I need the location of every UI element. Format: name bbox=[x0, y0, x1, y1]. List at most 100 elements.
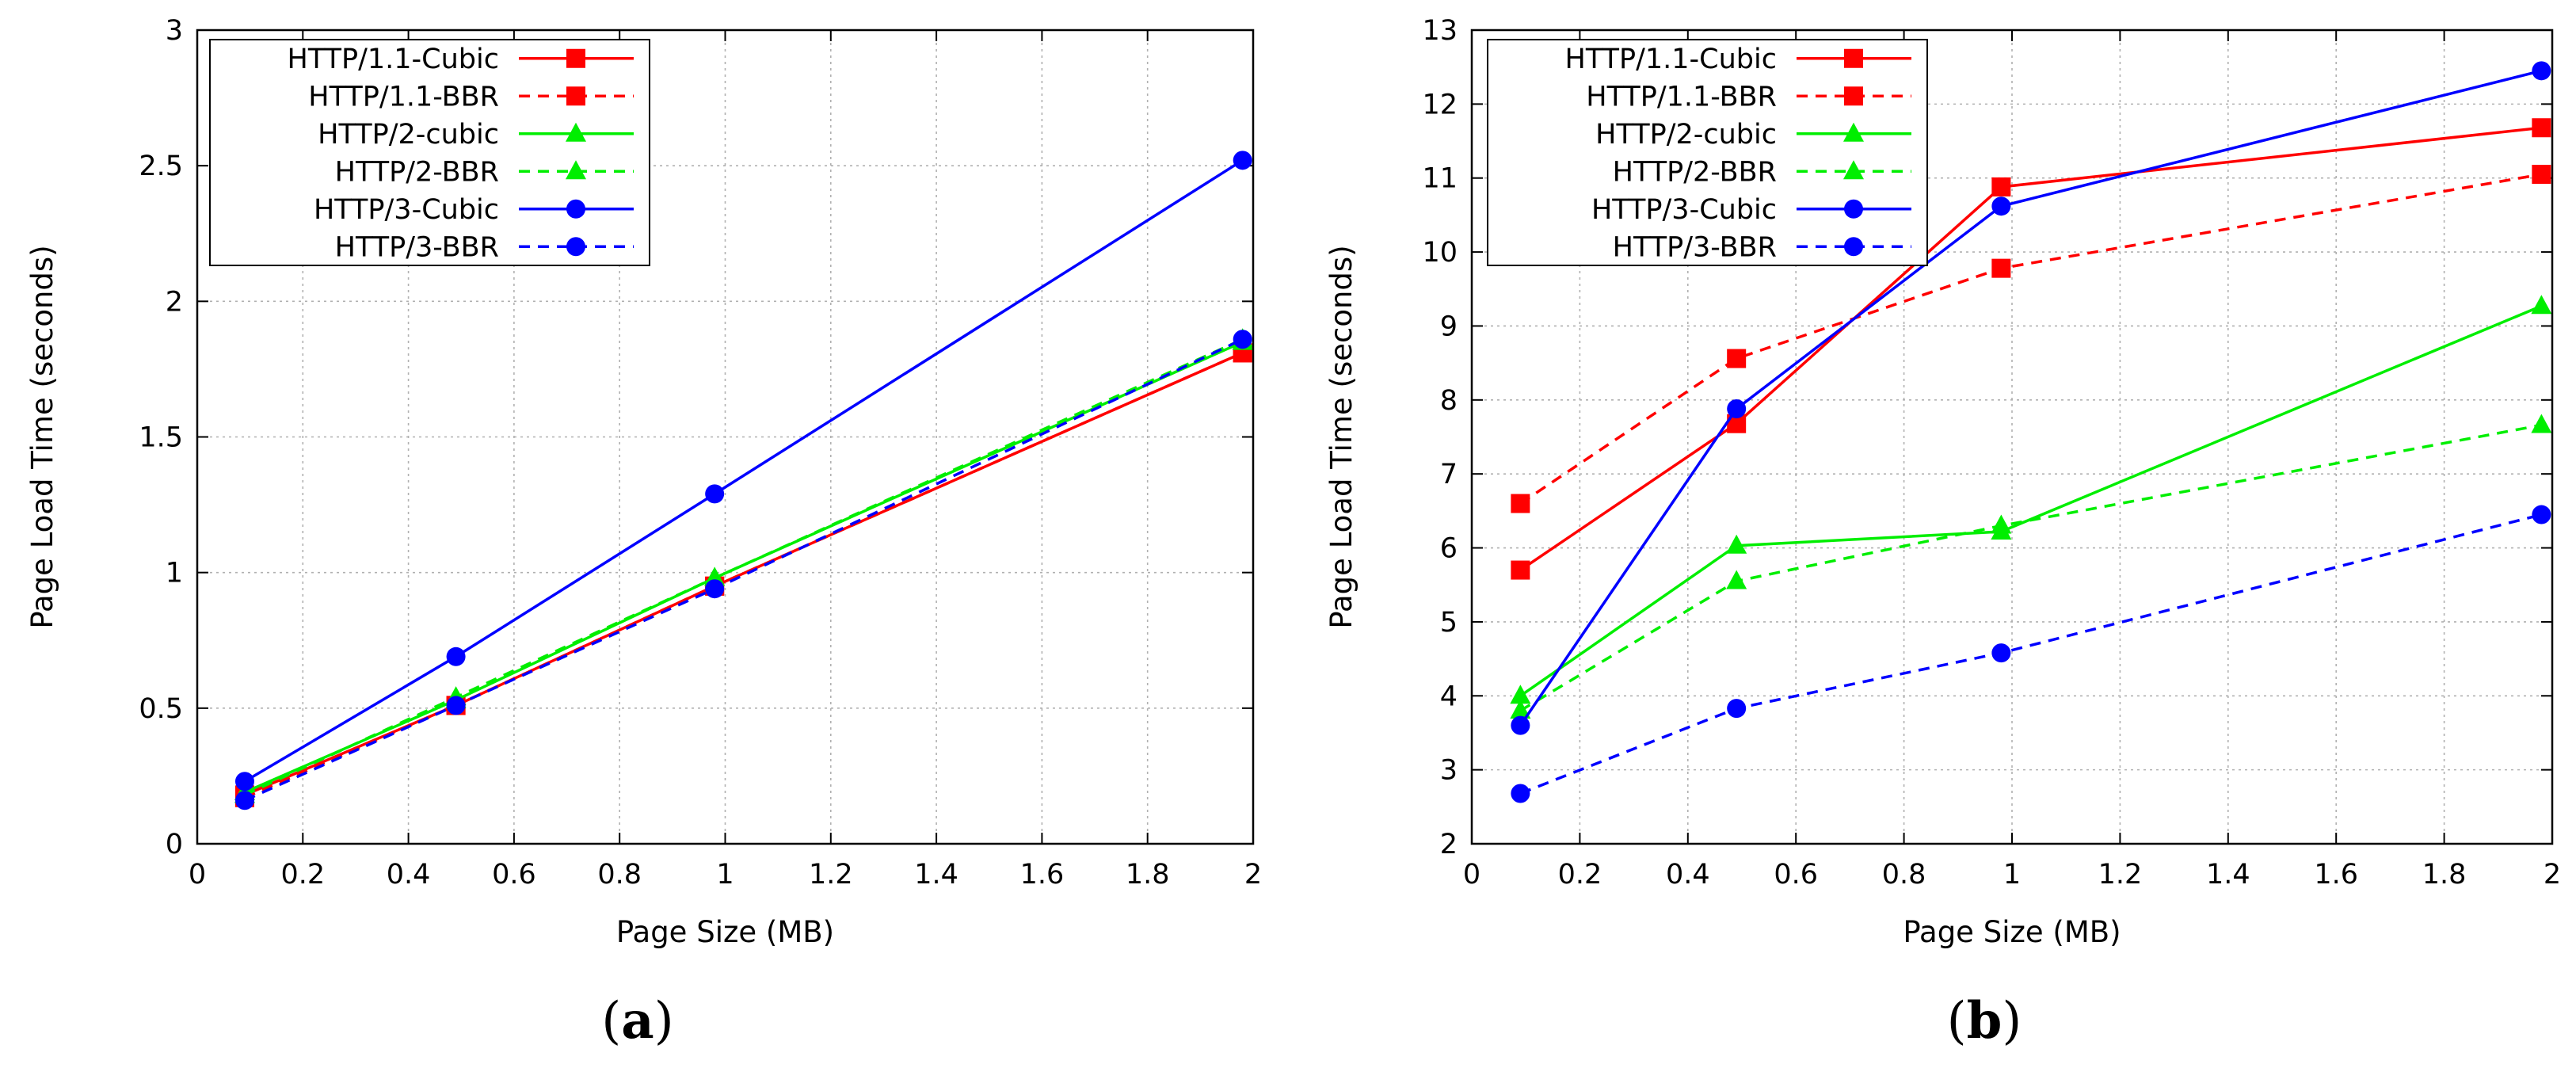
x-tick-label: 1.2 bbox=[2098, 859, 2143, 891]
x-tick-label: 0.4 bbox=[387, 859, 431, 891]
chart-a: 0 0.2 0.4 0.6 0.8 1 1.2 1.4 1.6 1.8 2 0 0.5 1 1.5 2 2.5 3… bbox=[25, 15, 1262, 1051]
series-line-http-3-cubic bbox=[244, 158, 1244, 783]
x-tick-label: 1.6 bbox=[2314, 859, 2358, 891]
plot-frame bbox=[196, 29, 1255, 845]
legend: HTTP/1.1-Cubic HTTP/1.1-BBR HTTP/2-cubic HT… bbox=[209, 39, 650, 266]
data-point-http-3-cubic bbox=[1233, 151, 1252, 170]
data-point-http-3-bbr bbox=[1727, 699, 1747, 719]
legend-label-http-1-1-cubic: HTTP/1.1-Cubic bbox=[1565, 44, 1777, 75]
data-point-http-3-bbr bbox=[705, 579, 725, 599]
series-line-http-3-cubic bbox=[1519, 69, 2542, 727]
x-tick-label: 1.4 bbox=[914, 859, 958, 891]
series-line-http-1-1-cubic bbox=[1519, 126, 2542, 572]
x-axis-label: Page Size (MB) bbox=[616, 915, 834, 949]
data-point-http-3-cubic bbox=[705, 484, 725, 504]
caption-letter: a bbox=[621, 991, 654, 1051]
data-point-http-1-1-bbr bbox=[1991, 258, 2011, 278]
legend-marker-http-3-cubic bbox=[566, 199, 585, 219]
series-line-http-2-bbr bbox=[1519, 423, 2542, 712]
y-tick-label: 8 bbox=[1440, 385, 1458, 417]
x-tick-label: 0 bbox=[1463, 859, 1480, 891]
data-point-http-3-bbr bbox=[1511, 784, 1530, 803]
x-tick-label: 0.8 bbox=[597, 859, 642, 891]
data-point-http-1-1-bbr bbox=[1727, 349, 1747, 368]
data-point-http-3-cubic bbox=[1991, 196, 2011, 216]
plot-frame bbox=[1470, 29, 2554, 845]
legend-marker-http-2-cubic bbox=[566, 122, 586, 142]
y-tick-label: 2 bbox=[166, 286, 183, 318]
legend-label-http-3-bbr: HTTP/3-BBR bbox=[1613, 231, 1777, 263]
data-point-http-1-1-cubic bbox=[2532, 118, 2551, 138]
legend-label-http-2-cubic: HTTP/2-cubic bbox=[318, 119, 499, 151]
series-line-http-2-bbr bbox=[244, 338, 1244, 796]
legend-marker-http-2-bbr bbox=[566, 160, 586, 180]
caption: (b) bbox=[1947, 991, 2022, 1051]
data-point-http-1-1-cubic bbox=[1991, 177, 2011, 196]
legend-label-http-1-1-cubic: HTTP/1.1-Cubic bbox=[288, 44, 499, 75]
chart-b: 0 0.2 0.4 0.6 0.8 1 1.2 1.4 1.6 1.8 2 2 3 4 5 6 7 8 9 10 11 1… bbox=[1324, 15, 2561, 1051]
legend-label-http-2-cubic: HTTP/2-cubic bbox=[1595, 119, 1777, 151]
legend-marker-http-1-1-bbr bbox=[566, 86, 585, 106]
x-tick-label: 1.2 bbox=[809, 859, 853, 891]
data-point-http-1-1-bbr bbox=[2532, 165, 2551, 185]
y-tick-label: 7 bbox=[1440, 459, 1458, 490]
series-line-http-2-cubic bbox=[1519, 304, 2543, 697]
x-tick-label: 1.4 bbox=[2206, 859, 2250, 891]
x-tick-label: 1.8 bbox=[1126, 859, 1170, 891]
x-tick-label: 0.6 bbox=[1774, 859, 1818, 891]
legend-marker-http-3-cubic bbox=[1844, 199, 1863, 219]
data-point-http-3-bbr bbox=[1233, 330, 1252, 349]
data-point-http-2-cubic bbox=[1510, 685, 1531, 704]
x-tick-label: 1.8 bbox=[2422, 859, 2467, 891]
legend-marker-http-1-1-bbr bbox=[1844, 86, 1863, 106]
y-tick-label: 3 bbox=[166, 15, 183, 47]
x-tick-label: 0.4 bbox=[1666, 859, 1710, 891]
data-point-http-3-cubic bbox=[1727, 399, 1747, 419]
x-tick-label: 0.2 bbox=[1558, 859, 1602, 891]
y-tick-label: 9 bbox=[1440, 311, 1458, 342]
legend-label-http-1-1-bbr: HTTP/1.1-BBR bbox=[1586, 81, 1777, 113]
series-line-http-3-bbr bbox=[1519, 513, 2542, 795]
series-line-http-1-1-cubic bbox=[244, 351, 1244, 796]
data-point-http-3-cubic bbox=[2532, 61, 2551, 81]
x-tick-label: 2 bbox=[1244, 859, 1262, 891]
data-point-http-2-bbr bbox=[1510, 699, 1531, 719]
x-tick-label: 0.6 bbox=[492, 859, 536, 891]
y-tick-label: 0 bbox=[166, 829, 183, 860]
x-tick-label: 1 bbox=[716, 859, 734, 891]
y-tick-label: 1.5 bbox=[139, 422, 183, 454]
y-tick-label: 0.5 bbox=[139, 693, 183, 725]
data-point-http-3-bbr bbox=[234, 791, 254, 810]
series-line-http-1-1-bbr bbox=[1519, 173, 2542, 505]
x-tick-label: 0 bbox=[189, 859, 206, 891]
data-point-http-3-cubic bbox=[1511, 715, 1530, 735]
legend-marker-http-2-cubic bbox=[1843, 122, 1864, 142]
legend-marker-http-1-1-cubic bbox=[1844, 48, 1863, 68]
legend-marker-http-3-bbr bbox=[1844, 237, 1863, 257]
legend-label-http-1-1-bbr: HTTP/1.1-BBR bbox=[308, 81, 499, 113]
data-point-http-2-cubic bbox=[2531, 295, 2552, 315]
legend-box bbox=[209, 39, 650, 266]
legend: HTTP/1.1-Cubic HTTP/1.1-BBR HTTP/2-cubic HT… bbox=[1487, 39, 1928, 266]
data-point-http-3-bbr bbox=[1991, 643, 2011, 663]
data-point-http-1-1-bbr bbox=[1511, 494, 1530, 513]
legend-label-http-3-cubic: HTTP/3-Cubic bbox=[1591, 194, 1777, 226]
legend-box bbox=[1487, 39, 1928, 266]
legend-label-http-2-bbr: HTTP/2-BBR bbox=[1613, 156, 1777, 188]
x-tick-label: 2 bbox=[2544, 859, 2561, 891]
y-tick-label: 4 bbox=[1440, 681, 1458, 712]
y-axis-label: Page Load Time (seconds) bbox=[25, 245, 59, 628]
data-point-http-3-cubic bbox=[446, 646, 466, 666]
legend-marker-http-3-bbr bbox=[566, 237, 585, 257]
y-tick-label: 11 bbox=[1422, 163, 1458, 195]
data-point-http-1-1-cubic bbox=[1511, 560, 1530, 580]
data-point-http-3-bbr bbox=[446, 696, 466, 715]
data-point-http-2-bbr bbox=[1991, 514, 2012, 534]
y-tick-label: 10 bbox=[1422, 237, 1458, 269]
x-tick-label: 0.2 bbox=[280, 859, 325, 891]
legend-marker-http-2-bbr bbox=[1843, 160, 1864, 180]
y-tick-label: 1 bbox=[166, 558, 183, 589]
y-tick-label: 2 bbox=[1440, 829, 1458, 860]
data-point-http-2-cubic bbox=[1726, 534, 1747, 554]
